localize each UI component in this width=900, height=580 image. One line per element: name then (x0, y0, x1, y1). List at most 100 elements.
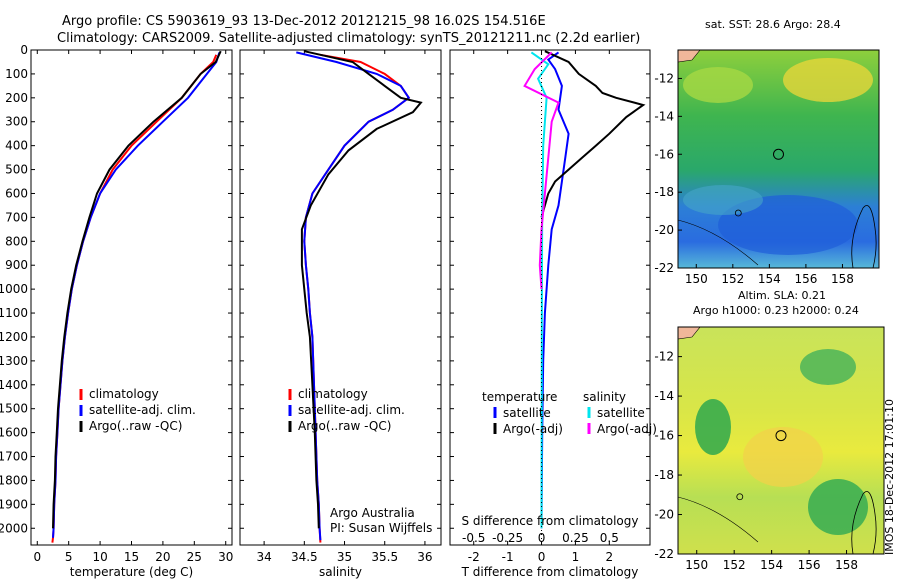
depth-tick-label: 1400 (0, 378, 28, 392)
argo-position-marker (775, 430, 787, 442)
panel-temperature: 0100200300400500600700800900100011001200… (0, 43, 233, 579)
difference-xlabel: T difference from climatology (461, 565, 639, 579)
temperature-legend-label: Argo(..raw -QC) (89, 419, 182, 433)
temperature-legend-label: climatology (89, 387, 159, 401)
salinity-xtick-label: 35.5 (371, 550, 398, 564)
temperature-xtick-label: 25 (187, 550, 202, 564)
salinity-diff-tick-label: 0.25 (562, 531, 589, 545)
depth-tick-label: 1800 (0, 473, 28, 487)
sst-map: 150 152 154 156 158 -12 -14 -16 -18 -20 -22 sat. SS… (654, 18, 880, 286)
difference-xtick-label: -2 (468, 550, 480, 564)
salinity-xtick-label: 34.5 (291, 550, 318, 564)
salinity-legend-label: satellite-adj. clim. (298, 403, 405, 417)
map-xtick-label: 152 (721, 272, 744, 286)
legend-salinity-header: salinity (583, 390, 626, 404)
salinity-axes-box (239, 49, 442, 546)
depth-tick-label: 1900 (0, 497, 28, 511)
salinity-legend-label: Argo(..raw -QC) (298, 419, 391, 433)
temperature-xtick-label: 10 (92, 550, 107, 564)
depth-tick-label: 1100 (0, 306, 28, 320)
map-xtick-label: 156 (798, 558, 821, 572)
map-ytick-label: -12 (654, 71, 674, 85)
salinity-xlabel: salinity (319, 565, 362, 579)
map-xtick-label: 154 (758, 272, 781, 286)
difference-xtick-label: 2 (606, 550, 614, 564)
reef-contour (851, 491, 877, 555)
map-ytick-label: -12 (654, 350, 674, 364)
depth-tick-label: 600 (5, 186, 28, 200)
temperature-xlabel: temperature (deg C) (70, 565, 193, 579)
temperature-xtick-label: 20 (155, 550, 170, 564)
sst-cool-patch (683, 185, 763, 215)
map-ytick-label: -20 (654, 508, 674, 522)
sst-map-box (677, 49, 880, 269)
difference-xtick-label: -1 (502, 550, 514, 564)
legend-temperature-label: satellite (503, 406, 551, 420)
sst-cool-patch (718, 195, 858, 255)
map-xtick-label: 154 (760, 558, 783, 572)
map-ytick-label: -20 (654, 223, 674, 237)
sla-high-patch (743, 427, 823, 487)
depth-tick-label: 1000 (0, 282, 28, 296)
depth-tick-label: 800 (5, 234, 28, 248)
map-ytick-label: -18 (654, 185, 674, 199)
depth-tick-label: 100 (5, 67, 28, 81)
depth-tick-label: 1500 (0, 402, 28, 416)
map-ytick-label: -16 (654, 147, 674, 161)
map-ytick-label: -14 (654, 109, 674, 123)
small-island-marker (734, 209, 742, 217)
temperature-axes-box (30, 49, 233, 546)
depth-tick-label: 2000 (0, 521, 28, 535)
temperature-xtick-label: 15 (124, 550, 139, 564)
panel-salinity: 34 34.5 35 35.5 36 salinity climatology satelli… (239, 49, 442, 579)
salinity-diff-tick-label: -0.25 (492, 531, 523, 545)
depth-tick-label: 1700 (0, 450, 28, 464)
salinity-series-argo (300, 50, 423, 529)
temperature-xtick-label: 0 (33, 550, 41, 564)
legend-temperature-label: Argo(-adj) (503, 422, 563, 436)
sst-warm-patch (683, 67, 753, 103)
depth-tick-label: 900 (5, 258, 28, 272)
map-ytick-label: -22 (654, 261, 674, 275)
difference-series-t-argo (540, 50, 646, 218)
imos-timestamp-text: IMOS 18-Dec-2012 17:01:10 (883, 399, 896, 555)
difference-xtick-label: 0 (538, 550, 546, 564)
temperature-series-argo (52, 50, 222, 529)
map-xtick-label: 150 (685, 558, 708, 572)
small-island-marker (736, 493, 744, 501)
temperature-xtick-label: 30 (218, 550, 233, 564)
salinity-diff-tick-label: 0.5 (600, 531, 619, 545)
map-xtick-label: 150 (685, 272, 708, 286)
salinity-diff-tick-label: 0 (538, 531, 546, 545)
depth-tick-label: 400 (5, 139, 28, 153)
map-ytick-label: -18 (654, 468, 674, 482)
depth-tick-label: 1200 (0, 330, 28, 344)
argo-australia-label: Argo Australia (330, 506, 415, 520)
map-xtick-label: 158 (831, 272, 854, 286)
sst-map-title: sat. SST: 28.6 Argo: 28.4 (705, 18, 841, 31)
map-xtick-label: 158 (835, 558, 858, 572)
panel-difference: -2 -1 0 1 2T difference from climatology -0.5… (449, 49, 657, 579)
reef-contour (851, 205, 877, 269)
depth-tick-label: 1300 (0, 354, 28, 368)
map-xtick-label: 152 (723, 558, 746, 572)
depth-tick-label: 300 (5, 115, 28, 129)
temperature-xtick-label: 5 (65, 550, 73, 564)
coast-contour (677, 219, 759, 266)
legend-temperature-header: temperature (482, 390, 557, 404)
pi-label: PI: Susan Wijffels (330, 521, 432, 535)
sla-map-title: Altim. SLA: 0.21 (738, 289, 826, 302)
temperature-legend-label: satellite-adj. clim. (89, 403, 196, 417)
depth-tick-label: 1600 (0, 426, 28, 440)
salinity-diff-axis-label: S difference from climatology (462, 514, 639, 528)
map-ytick-label: -22 (654, 547, 674, 561)
legend-salinity-label: satellite (597, 406, 645, 420)
sla-low-patch (800, 349, 856, 385)
legend-salinity-label: Argo(-adj) (597, 422, 657, 436)
difference-xtick-label: 1 (572, 550, 580, 564)
coast-contour (677, 496, 759, 543)
salinity-xtick-label: 35 (337, 550, 352, 564)
salinity-diff-tick-label: -0.5 (462, 531, 485, 545)
sla-map-subtitle: Argo h1000: 0.23 h2000: 0.24 (693, 304, 859, 317)
